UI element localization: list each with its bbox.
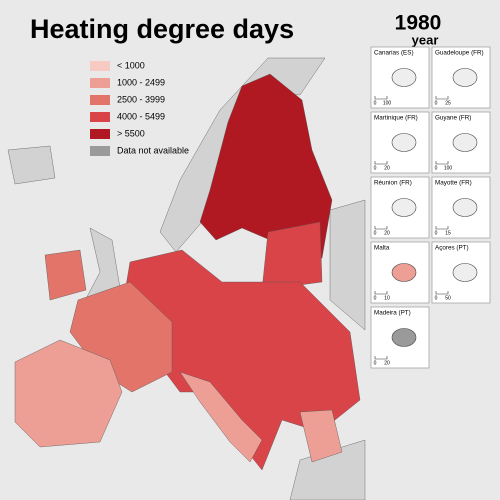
scale-end: 50 (445, 295, 451, 301)
base-map (7, 57, 366, 500)
inset-label: Malta (374, 245, 390, 252)
norway (159, 57, 326, 253)
scale-end: 25 (445, 100, 451, 106)
legend-label: Data not available (117, 145, 189, 155)
legend-swatch (90, 95, 110, 105)
scale-end: 10 (384, 295, 390, 301)
scale-bar (435, 291, 449, 295)
inset-label: Guadeloupe (FR) (435, 50, 484, 57)
scandinavia (199, 73, 333, 269)
legend-swatch (90, 78, 110, 88)
scale-start: 0 (374, 165, 377, 171)
scale-bar (435, 226, 449, 230)
map-title: Heating degree days (30, 14, 294, 44)
year-value: 1980 (395, 12, 442, 35)
scale-start: 0 (435, 230, 438, 236)
scale-start: 0 (435, 100, 438, 106)
scale-bar (374, 356, 388, 360)
scale-end: 20 (384, 165, 390, 171)
legend-label: 1000 - 2499 (117, 77, 165, 87)
scale-start: 0 (435, 295, 438, 301)
inset-land (391, 198, 417, 217)
inset-land (452, 198, 478, 217)
legend-swatch (90, 146, 110, 156)
scale-end: 100 (444, 165, 453, 171)
scale-bar (374, 226, 388, 230)
legend-swatch (90, 129, 110, 139)
inset-label: Canarias (ES) (374, 50, 414, 57)
inset-land (391, 68, 417, 87)
legend-label: 2500 - 3999 (117, 94, 165, 104)
italy (179, 371, 263, 463)
ireland (44, 249, 87, 301)
eastern-land (329, 199, 366, 331)
legend-label: > 5500 (117, 128, 145, 138)
legend-swatch (90, 61, 110, 71)
inset-land (391, 133, 417, 152)
legend: < 1000 1000 - 2499 2500 - 3999 4000 - 5499 >… (90, 60, 189, 156)
legend-swatch (90, 112, 110, 122)
inset-land (452, 68, 478, 87)
scale-bar (435, 96, 449, 100)
turkey (289, 439, 366, 500)
year-label: year (412, 32, 439, 47)
scale-start: 0 (435, 165, 438, 171)
scale-end: 20 (384, 360, 390, 366)
scale-start: 0 (374, 100, 377, 106)
scale-bar (435, 161, 449, 165)
inset-label: Açores (PT) (435, 245, 469, 252)
inset-land (391, 263, 417, 282)
legend-label: 4000 - 5499 (117, 111, 165, 121)
inset-land (452, 133, 478, 152)
iceland (7, 145, 56, 185)
legend-label: < 1000 (117, 60, 145, 70)
scale-end: 100 (383, 100, 392, 106)
scale-start: 0 (374, 230, 377, 236)
inset-label: Réunion (FR) (374, 180, 412, 187)
scale-end: 20 (384, 230, 390, 236)
inset-label: Martinique (FR) (374, 115, 418, 122)
baltics (261, 221, 323, 291)
inset-land (391, 328, 417, 347)
inset-land (452, 263, 478, 282)
inset-label: Mayotte (FR) (435, 180, 472, 187)
scale-bar (374, 96, 388, 100)
scale-bar (374, 161, 388, 165)
scale-start: 0 (374, 360, 377, 366)
scale-end: 15 (445, 230, 451, 236)
scale-start: 0 (374, 295, 377, 301)
iberia (14, 339, 123, 448)
greece (299, 409, 343, 463)
inset-label: Madeira (PT) (374, 310, 411, 317)
inset-label: Guyane (FR) (435, 115, 471, 122)
scale-bar (374, 291, 388, 295)
